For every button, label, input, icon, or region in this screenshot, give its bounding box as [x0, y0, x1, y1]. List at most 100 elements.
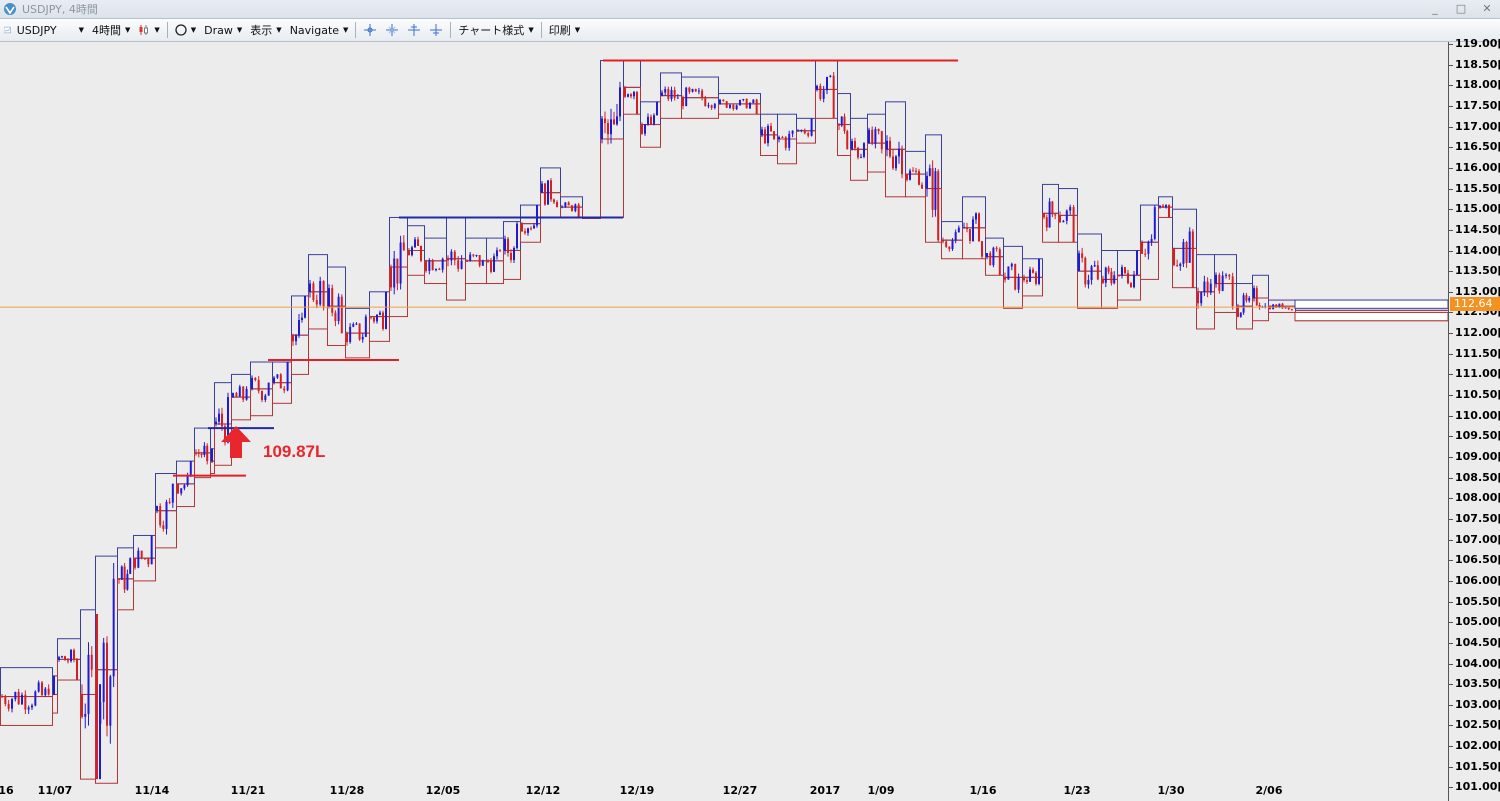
candle-body — [1102, 279, 1104, 283]
crosshair-button[interactable] — [359, 20, 381, 40]
price-tick — [1449, 518, 1453, 520]
daily-range-lower-box — [231, 396, 251, 421]
candle-body — [1147, 241, 1150, 254]
price-tick-label: 107.50[0 — [1455, 511, 1500, 525]
candle-body — [838, 124, 840, 126]
print-menu[interactable]: 印刷 ▼ — [545, 20, 584, 40]
candle-body — [656, 101, 658, 116]
price-chart[interactable] — [0, 42, 1448, 801]
candle-body — [713, 103, 716, 108]
candle-body — [832, 75, 835, 119]
price-tick-label: 109.50[0 — [1455, 429, 1500, 443]
candle-body — [441, 258, 444, 270]
candle-body — [1203, 281, 1206, 293]
candle-body — [298, 319, 300, 336]
candle-body — [533, 225, 535, 229]
candle-body — [206, 445, 209, 462]
navigate-menu[interactable]: Navigate ▼ — [286, 20, 353, 40]
candle-body — [934, 171, 937, 210]
candle-body — [725, 101, 728, 108]
candle-body — [524, 231, 526, 233]
candle-body — [221, 413, 223, 427]
chart-style-menu[interactable]: チャート様式 ▼ — [454, 20, 537, 40]
candle-body — [664, 89, 667, 93]
candle-body — [460, 260, 463, 269]
time-tick-label: 1/23 — [1063, 784, 1091, 797]
price-tick-label: 103.00[0 — [1455, 697, 1500, 711]
candle-body — [1141, 242, 1143, 254]
price-axis[interactable]: 119.00[0 118.50[0 118.00[0 117.50[0 117.00[0… — [1448, 38, 1500, 801]
candle-body — [1104, 267, 1107, 283]
price-tick — [1449, 704, 1453, 706]
price-tick — [1449, 126, 1453, 128]
candle-body — [915, 170, 917, 172]
daily-range-lower-box — [503, 250, 521, 280]
navigate-menu-label: Navigate — [289, 23, 340, 37]
candle-body — [203, 445, 206, 455]
shape-tool-selector[interactable]: ▼ — [171, 20, 200, 40]
candle-body — [694, 89, 697, 92]
candle-body — [1290, 309, 1293, 311]
candle-body — [1110, 271, 1113, 284]
candle-body — [478, 254, 481, 266]
candle-body — [504, 238, 506, 251]
candle-body — [1179, 263, 1182, 267]
minimize-button[interactable]: _ — [1432, 2, 1438, 15]
daily-range-upper-box — [465, 237, 487, 262]
candle-body — [195, 452, 197, 454]
candle-body — [624, 87, 626, 97]
view-menu[interactable]: 表示 ▼ — [246, 20, 285, 40]
candle-body — [450, 251, 453, 261]
candle-body — [27, 707, 30, 710]
symbol-selector[interactable]: USDJPY ▼ — [0, 20, 88, 40]
price-tick-label: 114.50[0 — [1455, 222, 1500, 236]
candle-body — [396, 258, 399, 284]
price-tick-label: 102.50[0 — [1455, 718, 1500, 732]
candle-body — [112, 578, 115, 677]
candle-body — [647, 116, 649, 125]
candle-body — [928, 168, 931, 176]
candle-body — [1197, 291, 1199, 304]
candle-body — [773, 131, 775, 139]
candle-body — [767, 125, 769, 144]
candle-body — [496, 250, 498, 257]
price-tick — [1449, 601, 1453, 603]
chart-icon — [4, 26, 11, 34]
cursor-move-button[interactable] — [381, 20, 403, 40]
candle-body — [516, 223, 518, 248]
candle-body — [24, 694, 27, 710]
zoom-out-button[interactable] — [425, 20, 447, 40]
daily-range-upper-box — [1058, 188, 1078, 216]
timeframe-selector[interactable]: 4時間 ▼ — [88, 20, 134, 40]
candle-body — [481, 260, 484, 266]
price-tick — [1449, 580, 1453, 582]
candle-body — [106, 642, 108, 726]
candle-body — [102, 642, 105, 703]
daily-range-upper-box — [446, 216, 466, 260]
price-tick — [1449, 539, 1453, 541]
candle-body — [527, 228, 529, 233]
time-tick-label: 12/27 — [722, 784, 758, 797]
candle-body — [352, 324, 355, 327]
draw-menu[interactable]: Draw ▼ — [200, 20, 246, 40]
crosshair-icon — [364, 24, 377, 36]
zoom-in-button[interactable] — [403, 20, 425, 40]
price-tick-label: 115.50[0 — [1455, 181, 1500, 195]
candle-body — [571, 205, 573, 211]
candle-body — [541, 183, 543, 193]
chart-type-selector[interactable]: ▼ — [134, 20, 163, 40]
candle-body — [729, 104, 731, 108]
candle-body — [957, 227, 960, 233]
maximize-button[interactable]: □ — [1455, 2, 1467, 15]
candle-body — [895, 156, 897, 169]
candle-body — [466, 260, 468, 262]
candle-body — [722, 99, 725, 102]
candle-body — [948, 246, 951, 250]
candle-body — [685, 87, 688, 107]
candle-body — [1133, 274, 1135, 288]
window-titlebar: USDJPY, 4時間 _ □ ✕ — [0, 0, 1500, 19]
candle-body — [273, 377, 275, 383]
candle-body — [134, 558, 136, 568]
candle-body — [788, 133, 791, 148]
close-button[interactable]: ✕ — [1482, 2, 1492, 15]
